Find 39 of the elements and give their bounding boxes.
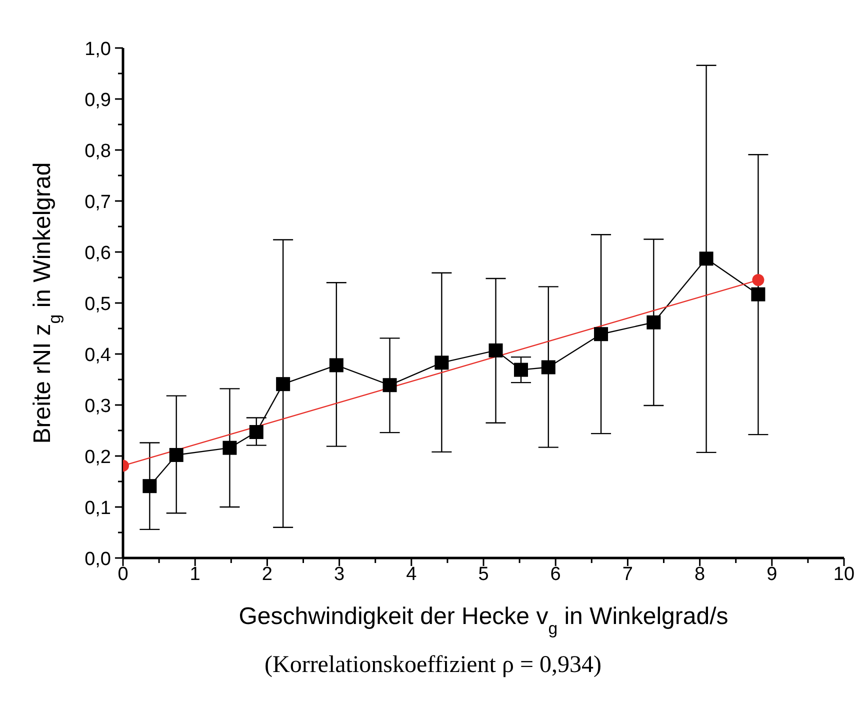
point	[646, 315, 661, 330]
x-tick-label: 10	[833, 564, 855, 585]
y-tick-label: 0,1	[84, 498, 111, 519]
point	[276, 377, 290, 392]
x-tick-label: 9	[766, 564, 778, 585]
x-tick-label: 4	[406, 564, 418, 585]
point	[222, 440, 237, 455]
point	[488, 343, 503, 358]
text: (Korrelationskoeffizient ρ = 0,934)	[264, 652, 602, 679]
y-tick-label: 0,7	[84, 192, 111, 213]
x-tick-label: 1	[190, 564, 200, 585]
point	[594, 327, 608, 342]
point	[382, 378, 397, 392]
y-tick-label: 1,0	[84, 39, 111, 60]
x-tick-label: 8	[694, 564, 706, 585]
x-tick-label: 0	[118, 564, 128, 585]
point	[434, 356, 449, 370]
y-tick-label: 0,5	[84, 294, 111, 315]
point	[329, 358, 344, 372]
x-tick-label: 7	[622, 564, 633, 585]
x-tick-label: 6	[550, 564, 561, 585]
x-tick-label: 2	[262, 564, 272, 585]
x-tick-label: 5	[478, 564, 489, 585]
point	[169, 448, 184, 462]
x-tick-label: 3	[334, 564, 345, 585]
point	[249, 425, 264, 440]
y-tick-label: 0,9	[84, 90, 111, 111]
point	[514, 362, 528, 377]
point	[142, 479, 157, 494]
point	[699, 252, 714, 266]
y-tick-label: 0,3	[84, 396, 111, 417]
point	[751, 287, 766, 302]
y-tick-label: 0,4	[84, 345, 112, 366]
y-tick-label: 0,8	[84, 141, 111, 162]
y-tick-label: 0,0	[84, 549, 111, 570]
x-axis-title: Geschwindigkeit der Hecke v$_{g}$ in Winkelgrad/s	[238, 603, 728, 638]
point	[541, 360, 556, 374]
y-tick-label: 0,6	[84, 243, 111, 264]
y-tick-label: 0,2	[84, 447, 111, 468]
